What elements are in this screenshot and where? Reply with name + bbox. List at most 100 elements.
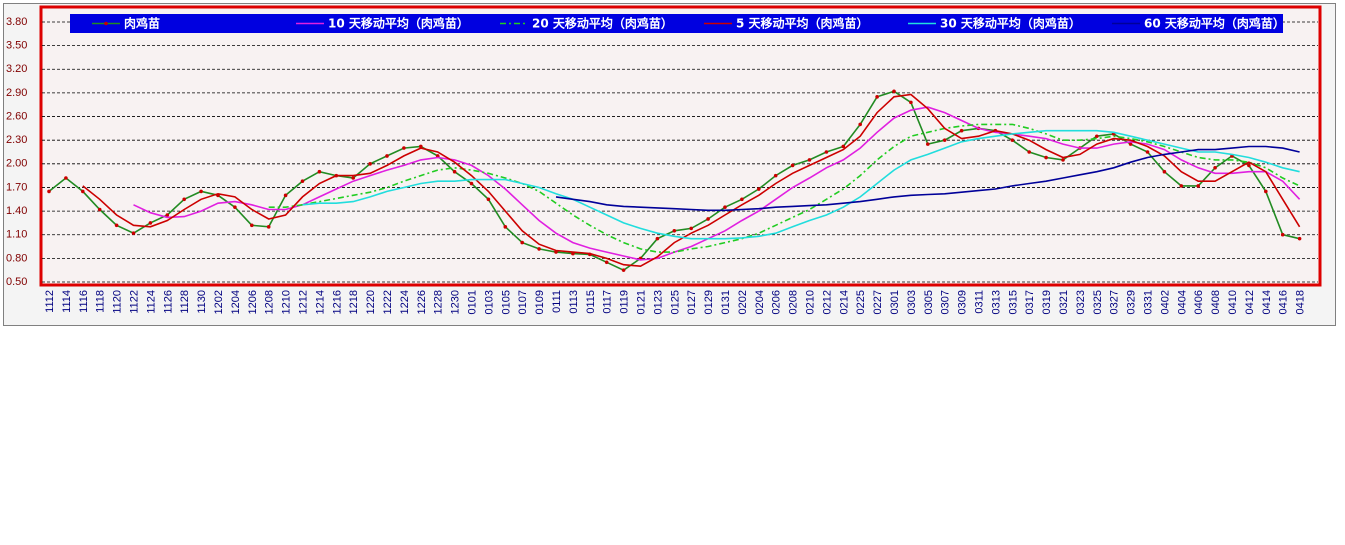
x-tick-label: 0303 [906, 290, 918, 314]
x-tick-label: 0418 [1295, 290, 1307, 314]
x-tick-label: 1222 [382, 290, 394, 314]
x-tick-label: 0227 [872, 290, 884, 314]
x-tick-label: 0406 [1193, 290, 1205, 314]
point [706, 217, 710, 221]
x-tick-label: 0317 [1024, 290, 1036, 314]
point [47, 189, 51, 194]
point [1196, 184, 1200, 188]
legend-box [70, 14, 1283, 33]
x-tick-label: 1128 [179, 290, 191, 314]
x-tick-label: 0131 [720, 290, 732, 314]
point [875, 95, 879, 99]
x-tick-label: 0210 [805, 290, 817, 314]
point [419, 144, 423, 149]
point [537, 247, 541, 251]
point [131, 231, 136, 235]
x-tick-label: 0204 [754, 290, 766, 314]
x-tick-label: 0404 [1176, 290, 1188, 314]
point [1264, 189, 1268, 194]
x-tick-label: 1124 [145, 290, 157, 314]
x-tick-label: 1226 [416, 290, 428, 314]
point [368, 162, 372, 166]
x-tick-label: 0127 [686, 290, 698, 314]
x-tick-label: 1112 [44, 290, 56, 313]
point [503, 225, 508, 229]
x-tick-label: 0119 [619, 290, 631, 314]
plot-area [39, 5, 1322, 287]
x-tick-label: 0101 [467, 290, 479, 314]
point [1128, 142, 1133, 146]
x-tick-label: 1208 [264, 290, 276, 314]
point [655, 236, 660, 241]
point [1247, 163, 1251, 168]
x-tick-label: 0206 [771, 290, 783, 314]
x-tick-label: 0311 [974, 290, 986, 314]
x-tick-label: 0325 [1092, 290, 1104, 314]
point [621, 268, 626, 272]
y-tick-label: 1.10 [6, 229, 27, 241]
point [689, 226, 693, 231]
point [841, 144, 846, 149]
x-tick-label: 0410 [1227, 290, 1239, 314]
x-tick-label: 1126 [162, 290, 174, 314]
x-tick-label: 1116 [78, 290, 90, 313]
x-tick-label: 1212 [298, 290, 310, 314]
point [283, 193, 288, 198]
x-tick-label: 1120 [112, 290, 124, 314]
x-tick-label: 0408 [1210, 290, 1222, 314]
lines [47, 89, 1302, 272]
x-tick-label: 0329 [1126, 290, 1138, 314]
x-tick-label: 0301 [889, 290, 901, 314]
point [520, 240, 524, 245]
x-tick-label: 0321 [1058, 290, 1070, 314]
x-tick-label: 1220 [365, 290, 377, 314]
point [148, 221, 153, 225]
point [604, 260, 609, 265]
grid: 0.50 0.80 1.10 1.40 1.70 2.00 2.30 2.60 2.90 3.20… [6, 16, 1318, 314]
x-tick-label: 0315 [1007, 290, 1019, 314]
x-tick-label: 1230 [450, 290, 462, 314]
x-tick-label: 0323 [1075, 290, 1087, 314]
x-tick-label: 0307 [940, 290, 952, 314]
point [773, 173, 778, 178]
point [1145, 150, 1150, 154]
x-tick-label: 1224 [399, 290, 411, 314]
point [182, 197, 186, 202]
x-tick-label: 1228 [433, 290, 445, 314]
point [300, 179, 305, 183]
point [824, 150, 829, 154]
x-tick-label: 1218 [348, 290, 360, 314]
x-tick-label: 0208 [788, 290, 800, 314]
legend-label: 肉鸡苗 [124, 16, 160, 31]
point [114, 223, 119, 228]
x-tick-label: 0121 [636, 290, 648, 314]
x-tick-label: 0313 [990, 290, 1002, 314]
point [1179, 184, 1184, 188]
point [486, 197, 491, 202]
point [233, 205, 237, 209]
point [757, 187, 761, 191]
point [1297, 236, 1302, 241]
legend-marker [104, 21, 108, 26]
series-line [555, 145, 1300, 212]
x-tick-label: 0113 [568, 290, 580, 314]
y-tick-label: 3.80 [6, 16, 27, 28]
series-line [302, 129, 1300, 240]
point [1162, 169, 1167, 174]
x-tick-label: 0319 [1041, 290, 1053, 314]
point [1095, 134, 1099, 139]
point [64, 176, 68, 180]
y-tick-label: 3.20 [6, 63, 27, 75]
point [385, 154, 389, 158]
point [942, 138, 947, 142]
point [1213, 165, 1217, 170]
y-tick-label: 0.50 [6, 276, 27, 288]
point [807, 158, 812, 162]
x-tick-label: 0111 [551, 290, 563, 313]
x-tick-label: 0414 [1261, 290, 1273, 314]
x-tick-label: 0402 [1159, 290, 1171, 314]
point [452, 169, 457, 174]
x-tick-label: 1204 [230, 290, 242, 314]
